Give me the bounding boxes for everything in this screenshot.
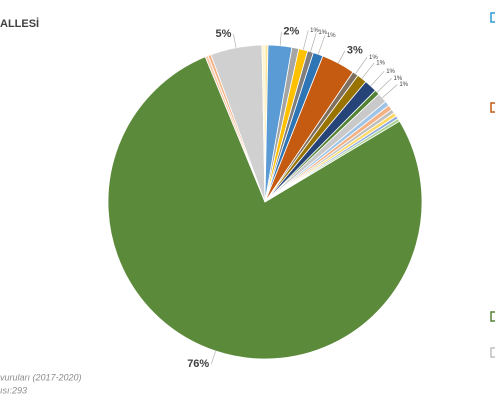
pie: 2% 1% 1% 1%3%1%1%1%1%1%76%5% bbox=[107, 26, 423, 370]
data-label: 1% bbox=[386, 69, 395, 75]
data-label: 1% bbox=[394, 76, 403, 82]
leader-line bbox=[377, 78, 392, 93]
leader-line bbox=[317, 35, 326, 55]
legend-swatch bbox=[490, 12, 495, 23]
footnote: ısı:293 bbox=[0, 385, 27, 395]
leader-line bbox=[310, 32, 317, 52]
data-label: 5% bbox=[216, 28, 232, 40]
data-label: 1% bbox=[376, 60, 385, 66]
footnote: vuruları (2017-2020) bbox=[0, 372, 82, 382]
leader-line bbox=[279, 31, 282, 46]
legend-swatch bbox=[490, 102, 495, 113]
leader-line bbox=[382, 84, 398, 98]
leader-line bbox=[370, 70, 385, 87]
data-label: 1% bbox=[327, 33, 336, 39]
pie-slice bbox=[261, 44, 266, 203]
data-label: 2% bbox=[283, 26, 299, 38]
data-label: 3% bbox=[347, 45, 363, 57]
leader-line bbox=[233, 33, 237, 48]
leader-line bbox=[361, 62, 375, 79]
data-label: 1% bbox=[369, 55, 378, 61]
data-label: 76% bbox=[187, 358, 209, 370]
leader-line bbox=[355, 57, 368, 74]
data-label: 1% bbox=[399, 82, 408, 88]
leader-line bbox=[210, 350, 216, 365]
data-label: 1% bbox=[318, 30, 327, 36]
leader-line bbox=[302, 30, 309, 50]
chart-title: ALLESİ bbox=[0, 17, 39, 30]
legend-swatch bbox=[490, 347, 495, 358]
leader-line bbox=[338, 50, 346, 64]
legend-swatch bbox=[490, 311, 495, 322]
data-label: 1% bbox=[310, 28, 319, 34]
